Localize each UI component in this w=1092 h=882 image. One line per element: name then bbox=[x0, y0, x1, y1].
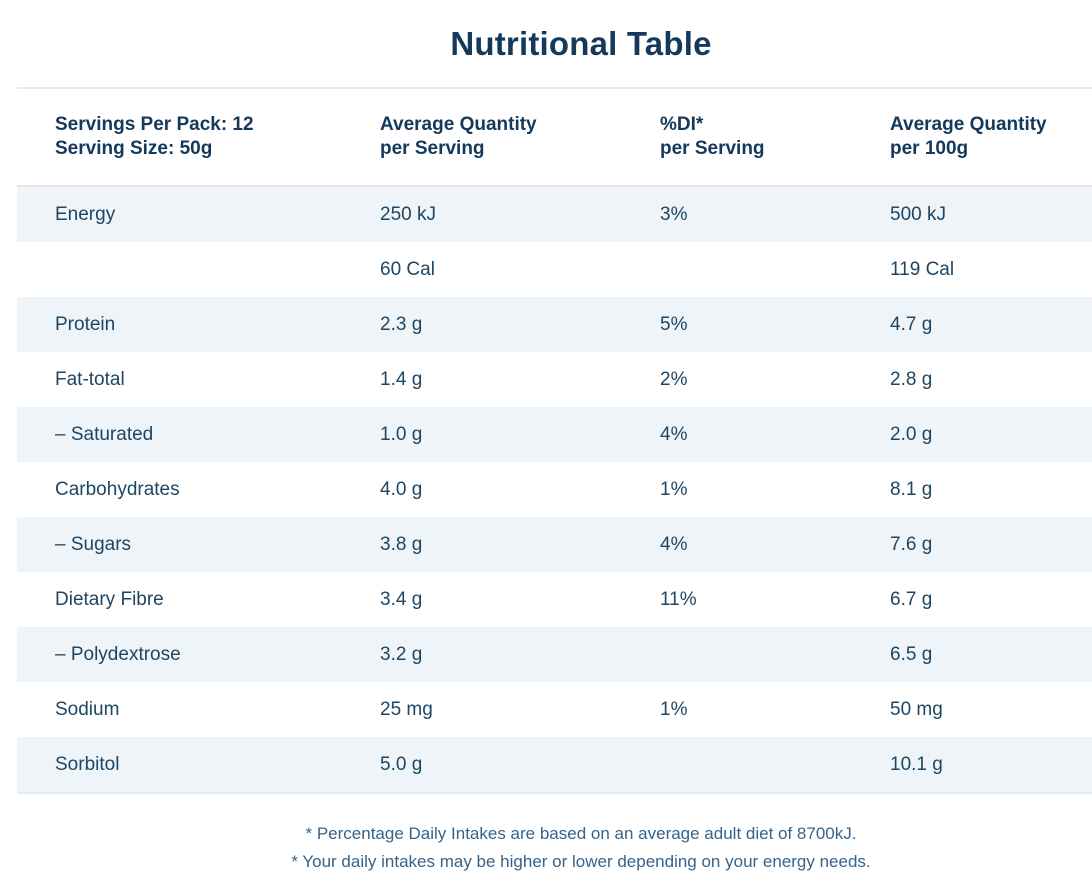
cell-avg-per-serving: 3.4 g bbox=[380, 588, 423, 610]
cell-avg-per-100g: 6.7 g bbox=[890, 588, 933, 610]
cell-avg-per-serving: 60 Cal bbox=[380, 258, 435, 280]
column-header-di-per-serving: %DI* per Serving bbox=[660, 114, 765, 159]
cell-avg-per-100g: 8.1 g bbox=[890, 478, 933, 500]
cell-di-per-serving: 1% bbox=[660, 478, 688, 500]
cell-avg-per-100g: 50 mg bbox=[890, 698, 943, 720]
column-header-serving-info: Servings Per Pack: 12 Serving Size: 50g bbox=[55, 113, 380, 161]
column-header-avg-per-100g: Average Quantity per 100g bbox=[890, 114, 1047, 159]
cell-di-per-serving: 4% bbox=[660, 423, 688, 445]
cell-di-per-serving: 2% bbox=[660, 368, 688, 390]
cell-avg-per-serving: 250 kJ bbox=[380, 203, 436, 225]
table-row: Sodium 25 mg 1% 50 mg bbox=[17, 682, 1092, 737]
table-row: Dietary Fibre 3.4 g 11% 6.7 g bbox=[17, 572, 1092, 627]
title-bar: Nutritional Table bbox=[17, 0, 1092, 89]
cell-avg-per-serving: 1.4 g bbox=[380, 368, 423, 390]
cell-avg-per-serving: 3.2 g bbox=[380, 643, 423, 665]
cell-nutrient-label: Sodium bbox=[55, 698, 120, 720]
cell-nutrient-label: Fat-total bbox=[55, 368, 125, 390]
cell-avg-per-serving: 3.8 g bbox=[380, 533, 423, 555]
cell-nutrient-label: Sorbitol bbox=[55, 753, 120, 775]
cell-di-per-serving: 1% bbox=[660, 698, 688, 720]
cell-di-per-serving: 5% bbox=[660, 313, 688, 335]
servings-per-pack-label: Servings Per Pack: 12 bbox=[55, 114, 254, 135]
table-row: – Saturated 1.0 g 4% 2.0 g bbox=[17, 407, 1092, 462]
serving-size-label: Serving Size: 50g bbox=[55, 138, 213, 159]
table-header-row: Servings Per Pack: 12 Serving Size: 50g … bbox=[17, 89, 1092, 187]
cell-di-per-serving: 11% bbox=[660, 588, 697, 610]
cell-nutrient-label: – Polydextrose bbox=[55, 643, 181, 665]
cell-nutrient-label: Energy bbox=[55, 203, 116, 225]
cell-di-per-serving: 3% bbox=[660, 203, 688, 225]
cell-avg-per-100g: 7.6 g bbox=[890, 533, 933, 555]
cell-nutrient-label: – Saturated bbox=[55, 423, 154, 445]
page-title: Nutritional Table bbox=[450, 24, 712, 62]
cell-nutrient-label: Protein bbox=[55, 313, 116, 335]
table-row: Protein 2.3 g 5% 4.7 g bbox=[17, 297, 1092, 352]
table-body: Energy 250 kJ 3% 500 kJ 60 Cal 119 Cal P… bbox=[17, 187, 1092, 794]
table-row: Sorbitol 5.0 g 10.1 g bbox=[17, 737, 1092, 792]
cell-di-per-serving: 4% bbox=[660, 533, 688, 555]
nutrition-panel: Nutritional Table Servings Per Pack: 12 … bbox=[17, 0, 1092, 876]
cell-nutrient-label: Carbohydrates bbox=[55, 478, 180, 500]
cell-avg-per-100g: 6.5 g bbox=[890, 643, 933, 665]
cell-avg-per-serving: 4.0 g bbox=[380, 478, 423, 500]
table-row: 60 Cal 119 Cal bbox=[17, 242, 1092, 297]
footnote-energy-needs: * Your daily intakes may be higher or lo… bbox=[291, 852, 871, 871]
cell-avg-per-serving: 2.3 g bbox=[380, 313, 423, 335]
table-row: – Polydextrose 3.2 g 6.5 g bbox=[17, 627, 1092, 682]
cell-avg-per-100g: 4.7 g bbox=[890, 313, 933, 335]
cell-nutrient-label: – Sugars bbox=[55, 533, 132, 555]
table-row: Fat-total 1.4 g 2% 2.8 g bbox=[17, 352, 1092, 407]
cell-avg-per-serving: 1.0 g bbox=[380, 423, 423, 445]
footnote-daily-intake: * Percentage Daily Intakes are based on … bbox=[305, 824, 857, 843]
cell-avg-per-100g: 119 Cal bbox=[890, 258, 955, 280]
table-row: Carbohydrates 4.0 g 1% 8.1 g bbox=[17, 462, 1092, 517]
footnotes: * Percentage Daily Intakes are based on … bbox=[17, 794, 1092, 876]
cell-nutrient-label: Dietary Fibre bbox=[55, 588, 164, 610]
cell-avg-per-100g: 2.0 g bbox=[890, 423, 933, 445]
cell-avg-per-serving: 5.0 g bbox=[380, 753, 423, 775]
table-row: – Sugars 3.8 g 4% 7.6 g bbox=[17, 517, 1092, 572]
table-row: Energy 250 kJ 3% 500 kJ bbox=[17, 187, 1092, 242]
column-header-avg-per-serving: Average Quantity per Serving bbox=[380, 114, 537, 159]
cell-avg-per-serving: 25 mg bbox=[380, 698, 433, 720]
cell-avg-per-100g: 10.1 g bbox=[890, 753, 943, 775]
cell-avg-per-100g: 2.8 g bbox=[890, 368, 933, 390]
cell-avg-per-100g: 500 kJ bbox=[890, 203, 946, 225]
